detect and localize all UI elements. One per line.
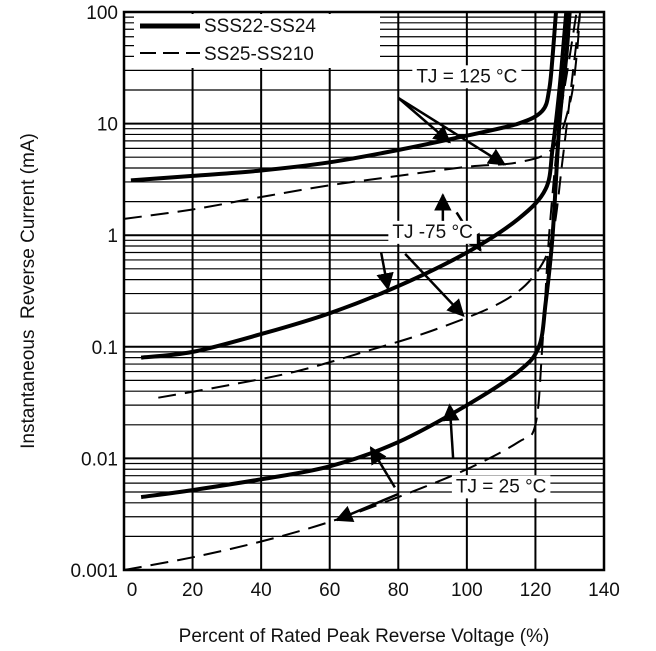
x-axis-ticks: 0 20 40 60 80 100 120 140 [127, 580, 620, 601]
legend-label: SSS22-SS24 [204, 16, 316, 37]
x-tick-label: 80 [388, 580, 409, 601]
annotation: TJ = 25 °C [451, 475, 551, 499]
y-tick-label: 10 [97, 115, 118, 136]
annotation-arrow [334, 492, 399, 523]
annotation-label: TJ -75 °C [392, 222, 472, 243]
annotation: TJ = 125 °C [412, 65, 522, 89]
annotation-arrow [441, 403, 460, 459]
x-tick-label: 140 [588, 580, 620, 601]
series-line-dashed [158, 11, 581, 399]
annotation-layer: TJ = 125 °C TJ -75 °C TJ = 25 °C [388, 65, 551, 499]
annotation-background [388, 220, 477, 244]
series-layer [123, 11, 581, 571]
x-tick-label: 20 [182, 580, 203, 601]
series-line-dashed [123, 11, 581, 220]
legend: SSS22-SS24 SS25-SS210 [134, 14, 380, 68]
y-axis-title: Instantaneous Reverse Current (mA) [18, 133, 39, 449]
y-tick-label: 1 [107, 226, 118, 247]
annotation-background [451, 475, 551, 499]
annotation-arrow [397, 96, 507, 166]
x-tick-label: 40 [251, 580, 272, 601]
annotation-arrow [397, 96, 452, 144]
x-axis-title: Percent of Rated Peak Reverse Voltage (%… [179, 626, 550, 647]
x-tick-label: 100 [451, 580, 483, 601]
annotation-arrows [334, 96, 507, 523]
x-tick-label: 60 [319, 580, 340, 601]
series-line-solid [140, 11, 569, 360]
annotation-arrow [369, 446, 396, 489]
annotation-label: TJ = 125 °C [416, 66, 517, 87]
y-tick-label: 100 [86, 3, 118, 24]
x-tick-label: 0 [127, 580, 138, 601]
annotation-background [412, 65, 522, 89]
y-tick-label: 0.001 [70, 561, 118, 582]
legend-box [134, 14, 380, 68]
x-tick-label: 120 [520, 580, 552, 601]
plot-frame [122, 10, 606, 572]
series-line-dashed [123, 11, 578, 571]
y-tick-label: 0.1 [92, 338, 118, 359]
y-tick-label: 0.01 [81, 449, 118, 470]
annotation-label: TJ = 25 °C [456, 476, 547, 497]
legend-label: SS25-SS210 [204, 44, 314, 65]
annotation: TJ -75 °C [388, 220, 477, 244]
annotation-arrow [376, 252, 394, 291]
annotation-arrow [404, 253, 465, 317]
y-axis-ticks: 0.001 0.01 0.1 1 10 100 [70, 3, 118, 582]
